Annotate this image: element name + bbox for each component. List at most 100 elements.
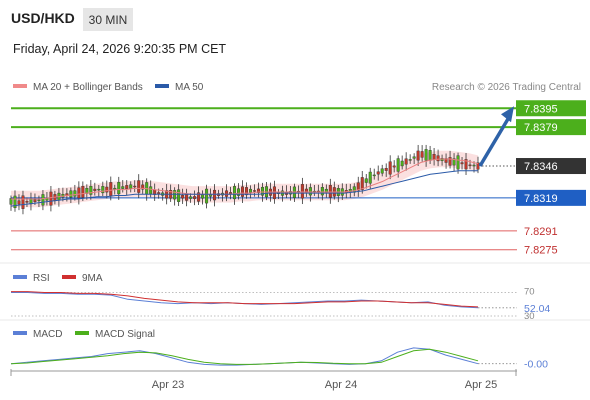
candle-body	[197, 192, 201, 202]
candle-body	[185, 193, 189, 201]
symbol-title: USD/HKD	[11, 10, 75, 26]
candle-body	[33, 199, 37, 203]
macd-signal-legend-swatch	[75, 331, 89, 335]
ma20-legend-swatch	[13, 84, 27, 88]
level-label-bg	[516, 189, 586, 206]
candle-body	[376, 171, 380, 175]
candle-body	[388, 161, 392, 175]
candle-body	[244, 187, 248, 196]
macd-group: -0.00	[10, 347, 548, 371]
rsi-level-label: 30	[524, 311, 535, 322]
candle-body	[256, 188, 260, 193]
candle-body	[229, 192, 233, 194]
candle-body	[209, 194, 213, 197]
ma50-legend-label: MA 50	[175, 82, 204, 93]
timeframe-badge[interactable]	[83, 8, 133, 31]
candle-body	[93, 188, 97, 191]
credit-label: Research © 2026 Trading Central	[432, 82, 581, 93]
candle-body	[201, 194, 205, 199]
candle-body	[213, 189, 217, 201]
macd-signal-legend-label: MACD Signal	[95, 329, 155, 340]
x-tick-label: Apr 24	[325, 379, 357, 391]
rsi-legend-swatch	[13, 275, 27, 279]
candle-body	[37, 199, 41, 202]
level-label: 7.8319	[524, 193, 558, 205]
timeframe-label: 30 MIN	[89, 13, 128, 27]
candle-body	[460, 162, 464, 165]
candle-body	[193, 196, 197, 199]
candle-body	[252, 190, 256, 192]
candle-body	[9, 198, 13, 205]
candle-body	[77, 187, 81, 199]
candle-body	[233, 186, 237, 200]
candle-body	[436, 155, 440, 162]
candle-body	[21, 195, 25, 209]
candle-body	[404, 158, 408, 165]
ma20-line	[11, 158, 479, 200]
candle-body	[468, 164, 472, 167]
candle-body	[348, 189, 352, 193]
candle-body	[81, 186, 85, 198]
rsi-series-line	[11, 292, 479, 309]
candle-body	[444, 158, 448, 163]
candle-body	[125, 185, 129, 190]
candle-body	[105, 186, 109, 193]
candle-body	[97, 188, 101, 191]
x-tick-label: Apr 25	[465, 379, 497, 391]
level-label-bg	[516, 119, 586, 136]
rsi-level-label: 70	[524, 287, 535, 298]
x-tick-label: Apr 23	[152, 379, 184, 391]
candle-body	[225, 190, 229, 197]
candle-body	[69, 190, 73, 198]
projection-arrow	[478, 106, 514, 167]
candle-body	[356, 182, 360, 191]
candle-body	[368, 171, 372, 184]
rsi-current-label: 52.04	[524, 303, 550, 315]
candle-body	[472, 164, 476, 167]
candle-body	[320, 187, 324, 196]
candle-body	[17, 200, 21, 205]
candle-body	[412, 156, 416, 159]
bollinger-band	[11, 150, 478, 208]
candle-body	[25, 200, 29, 203]
candle-body	[181, 195, 185, 199]
candle-body	[416, 150, 420, 161]
candle-body	[113, 187, 117, 190]
levels-group	[11, 107, 517, 251]
candle-body	[241, 186, 245, 197]
x-axis: Apr 23 Apr 24 Apr 25	[10, 369, 517, 391]
candles-group	[9, 144, 480, 215]
level-label-bg	[516, 100, 586, 117]
candle-body	[149, 186, 153, 195]
candle-body	[452, 158, 456, 166]
candle-body	[328, 185, 332, 198]
macd-legend-swatch	[13, 331, 27, 335]
candle-body	[392, 165, 396, 168]
level-labels-group: 7.8395 7.8379 7.8346 7.8319 7.8291 7.8275	[516, 100, 586, 257]
candle-body	[89, 186, 93, 195]
macd-series-line	[10, 347, 479, 366]
candle-body	[396, 158, 400, 172]
candle-body	[380, 168, 384, 174]
level-label: 7.8379	[524, 122, 558, 134]
candle-body	[101, 186, 105, 194]
candle-body	[408, 159, 412, 161]
candle-body	[237, 188, 241, 196]
candle-body	[137, 180, 141, 193]
candle-body	[189, 196, 193, 199]
candle-body	[73, 190, 77, 197]
ma50-legend-swatch	[155, 84, 169, 88]
candle-body	[476, 162, 480, 170]
candle-body	[117, 182, 121, 195]
ma20-legend-label: MA 20 + Bollinger Bands	[33, 82, 143, 93]
projection-arrow-head	[501, 106, 514, 123]
macd-legend-label: MACD	[33, 329, 62, 340]
rsi-ma-legend-swatch	[62, 275, 76, 279]
level-label-bg	[516, 158, 586, 175]
level-label: 7.8395	[524, 103, 558, 115]
macd-current-label: -0.00	[524, 359, 548, 371]
ma50-line	[10, 170, 478, 207]
candle-body	[129, 184, 133, 189]
